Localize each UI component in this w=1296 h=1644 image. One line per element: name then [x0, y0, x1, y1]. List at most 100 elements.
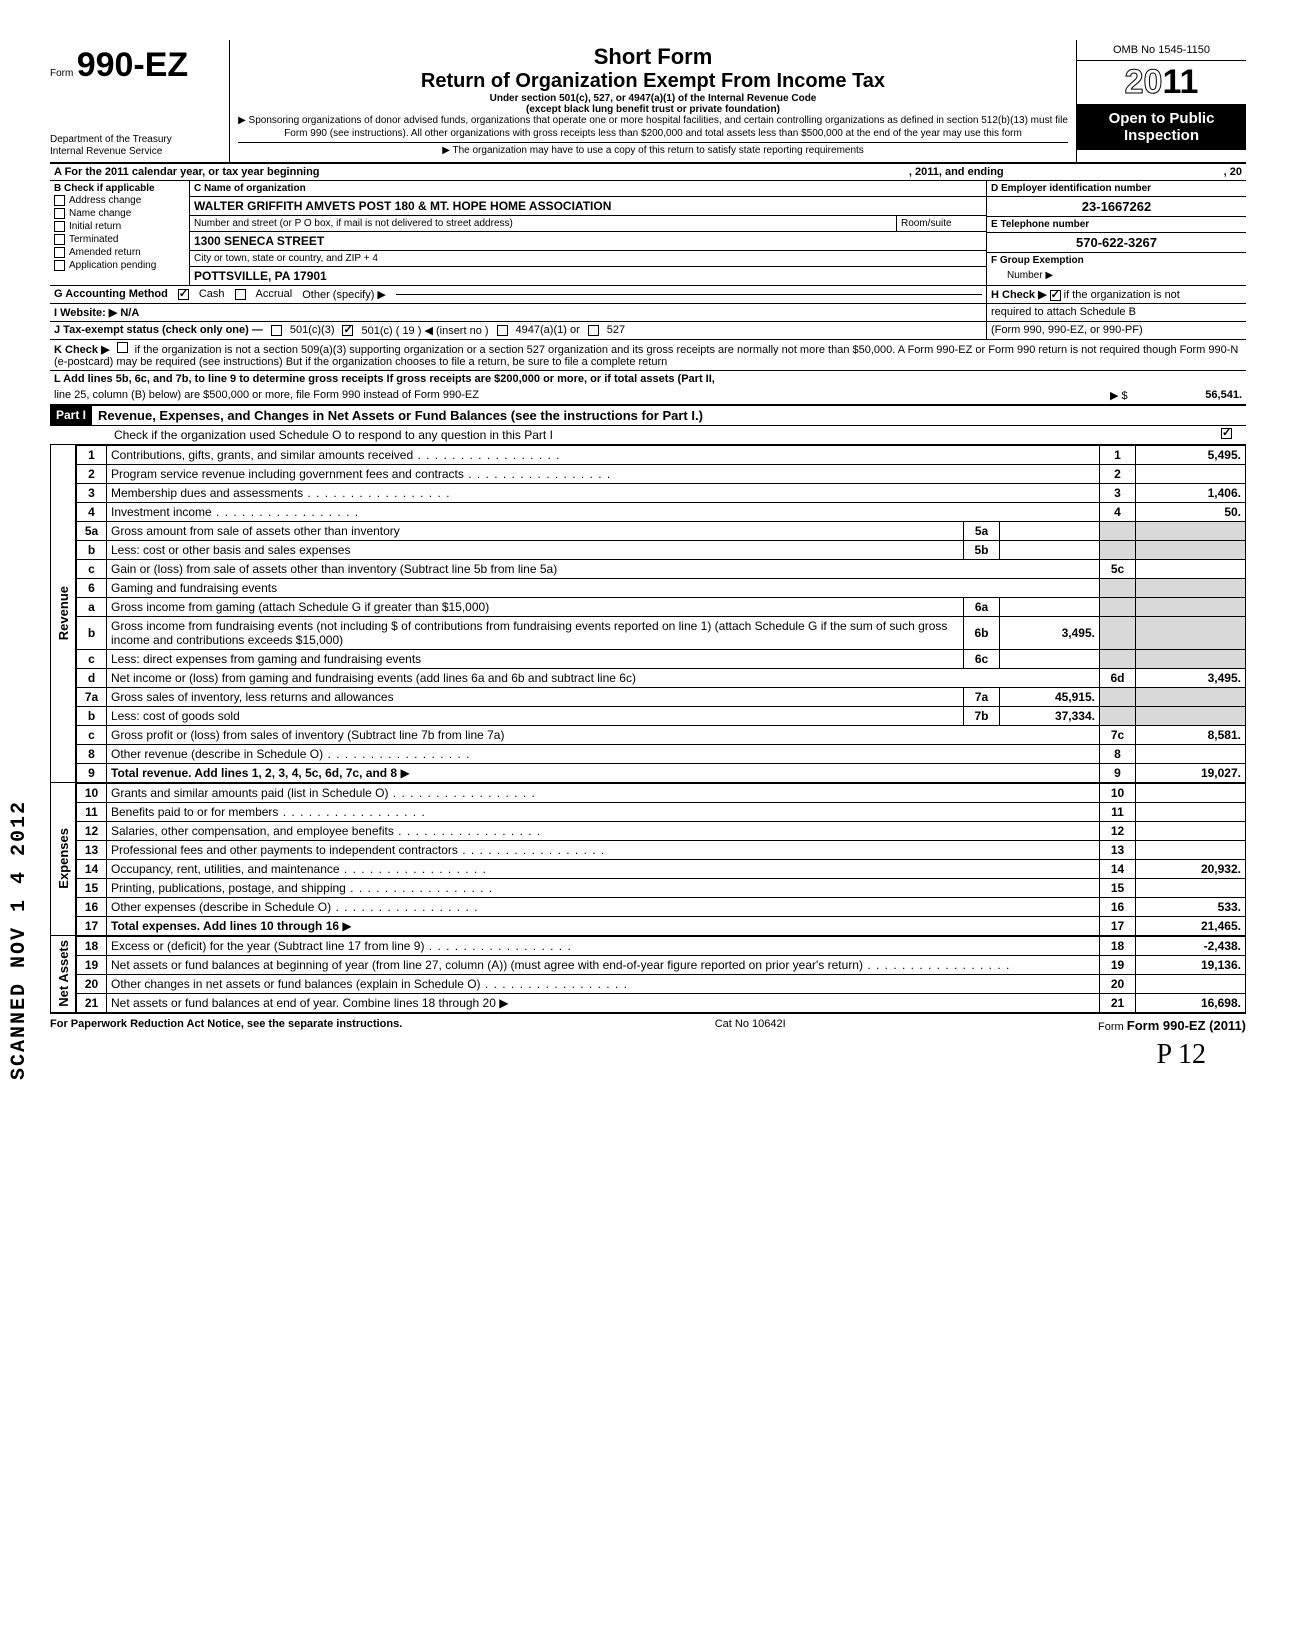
ln2-rn: 2	[1100, 464, 1136, 483]
ln17-d: Total expenses. Add lines 10 through 16	[111, 919, 339, 933]
ln6a-d: Gross income from gaming (attach Schedul…	[111, 600, 489, 614]
chk-accrual[interactable]	[235, 289, 246, 300]
J-c3: 501(c)(3)	[290, 324, 335, 336]
ln7a-d: Gross sales of inventory, less returns a…	[111, 690, 394, 704]
side-expenses: Expenses	[56, 828, 71, 889]
title-short-form: Short Form	[238, 44, 1068, 70]
ln5a-sa	[1000, 521, 1100, 540]
street-value: 1300 SENECA STREET	[190, 232, 986, 251]
ln9-n: 9	[77, 763, 107, 782]
ln4-a: 50.	[1136, 502, 1246, 521]
year-prefix: 20	[1125, 63, 1163, 101]
chk-H[interactable]	[1050, 290, 1061, 301]
subtitle-3: ▶ Sponsoring organizations of donor advi…	[238, 115, 1068, 140]
ln8-rn: 8	[1100, 744, 1136, 763]
chk-address-change[interactable]	[54, 195, 65, 206]
footer-mid: Cat No 10642I	[715, 1018, 786, 1033]
J-a: 4947(a)(1) or	[516, 324, 580, 336]
ln18-rn: 18	[1100, 936, 1136, 955]
ln19-rn: 19	[1100, 955, 1136, 974]
ln5a-n: 5a	[77, 521, 107, 540]
ln6d-a: 3,495.	[1136, 668, 1246, 687]
city-label: City or town, state or country, and ZIP …	[190, 251, 986, 267]
chk-501c[interactable]	[342, 325, 353, 336]
ln9-rn: 9	[1100, 763, 1136, 782]
chk-initial-return[interactable]	[54, 221, 65, 232]
ln6b-sn: 6b	[964, 616, 1000, 649]
ln5b-sn: 5b	[964, 540, 1000, 559]
K-label: K Check ▶	[54, 344, 110, 356]
ln10-a	[1136, 783, 1246, 802]
ln10-rn: 10	[1100, 783, 1136, 802]
ln21-rn: 21	[1100, 993, 1136, 1012]
ln1-rn: 1	[1100, 445, 1136, 464]
phone-value: 570-622-3267	[987, 233, 1246, 253]
B-item-3: Terminated	[69, 234, 118, 245]
ln17-a: 21,465.	[1136, 916, 1246, 935]
ln16-rn: 16	[1100, 897, 1136, 916]
ln5b-n: b	[77, 540, 107, 559]
ln11-rn: 11	[1100, 802, 1136, 821]
chk-terminated[interactable]	[54, 234, 65, 245]
chk-name-change[interactable]	[54, 208, 65, 219]
ln6c-sa	[1000, 649, 1100, 668]
ln7a-sn: 7a	[964, 687, 1000, 706]
ln14-n: 14	[77, 859, 107, 878]
ln7c-rn: 7c	[1100, 725, 1136, 744]
G-label: G Accounting Method	[54, 288, 168, 300]
ln16-d: Other expenses (describe in Schedule O)	[111, 900, 331, 914]
title-return: Return of Organization Exempt From Incom…	[238, 70, 1068, 93]
ln20-rn: 20	[1100, 974, 1136, 993]
ln14-d: Occupancy, rent, utilities, and maintena…	[111, 862, 340, 876]
ln6-n: 6	[77, 578, 107, 597]
chk-cash[interactable]	[178, 289, 189, 300]
H-text: if the organization is not	[1064, 289, 1180, 301]
ln2-n: 2	[77, 464, 107, 483]
chk-schedO[interactable]	[1221, 428, 1232, 439]
dept-irs: Internal Revenue Service	[50, 146, 229, 158]
chk-527[interactable]	[588, 325, 599, 336]
lines-expenses: 10 Grants and similar amounts paid (list …	[76, 783, 1246, 936]
H-text2: required to attach Schedule B	[986, 304, 1246, 321]
part1-schedO: Check if the organization used Schedule …	[54, 428, 1221, 442]
C-label: C Name of organization	[190, 181, 986, 197]
K-text: if the organization is not a section 509…	[54, 344, 1238, 368]
lines-revenue: 1Contributions, gifts, grants, and simil…	[76, 445, 1246, 783]
B-item-2: Initial return	[69, 221, 121, 232]
line-A-end: , 20	[1224, 166, 1242, 178]
L-amount: 56,541.	[1136, 387, 1246, 404]
ln18-n: 18	[77, 936, 107, 955]
ln7a-n: 7a	[77, 687, 107, 706]
ln15-d: Printing, publications, postage, and shi…	[111, 881, 346, 895]
ln6b-d: Gross income from fundraising events (no…	[111, 619, 947, 647]
chk-501c3[interactable]	[271, 325, 282, 336]
ln7c-n: c	[77, 725, 107, 744]
ln5a-d: Gross amount from sale of assets other t…	[111, 524, 400, 538]
ln14-a: 20,932.	[1136, 859, 1246, 878]
ln5c-a	[1136, 559, 1246, 578]
city-value: POTTSVILLE, PA 17901	[190, 267, 986, 285]
part1-title: Revenue, Expenses, and Changes in Net As…	[92, 406, 709, 425]
ln5a-sn: 5a	[964, 521, 1000, 540]
chk-K[interactable]	[117, 342, 128, 353]
org-info-block: B Check if applicable Address change Nam…	[50, 181, 1246, 286]
J-c: 501(c) ( 19 ) ◀ (insert no )	[361, 324, 488, 337]
ln12-rn: 12	[1100, 821, 1136, 840]
ln20-d: Other changes in net assets or fund bala…	[111, 977, 481, 991]
ln10-d: Grants and similar amounts paid (list in…	[111, 786, 388, 800]
chk-amended[interactable]	[54, 247, 65, 258]
part1-header: Part I	[50, 406, 92, 425]
ln3-n: 3	[77, 483, 107, 502]
chk-app-pending[interactable]	[54, 260, 65, 271]
form-header: Form 990-EZ Department of the Treasury I…	[50, 40, 1246, 164]
H-label: H Check ▶	[991, 289, 1047, 301]
ln11-d: Benefits paid to or for members	[111, 805, 278, 819]
ln17-n: 17	[77, 916, 107, 935]
ln21-n: 21	[77, 993, 107, 1012]
lines-netassets: 18Excess or (deficit) for the year (Subt…	[76, 936, 1246, 1013]
ln5b-sa	[1000, 540, 1100, 559]
ln13-d: Professional fees and other payments to …	[111, 843, 458, 857]
L-label: L Add lines 5b, 6c, and 7b, to line 9 to…	[54, 373, 715, 385]
G-other: Other (specify) ▶	[302, 288, 386, 301]
chk-4947[interactable]	[497, 325, 508, 336]
